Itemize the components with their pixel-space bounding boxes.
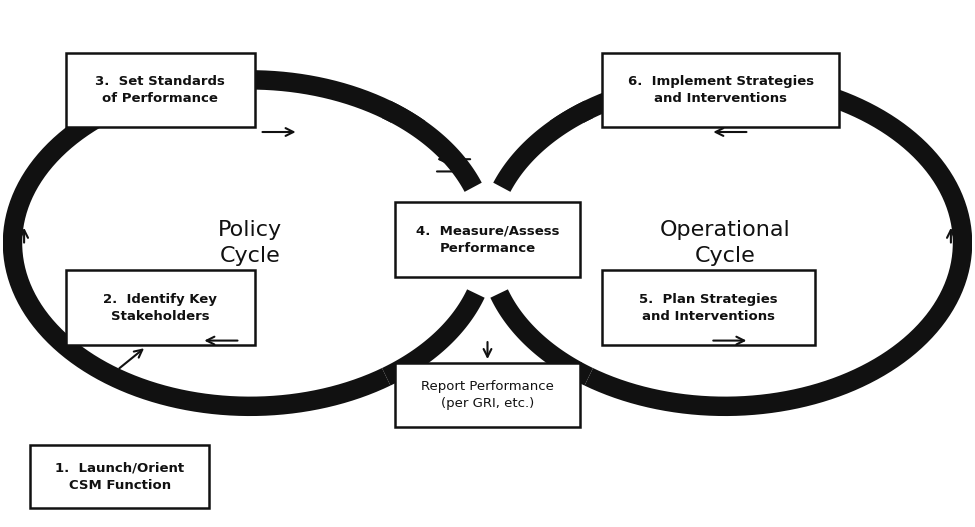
FancyBboxPatch shape — [65, 270, 254, 345]
FancyBboxPatch shape — [396, 202, 579, 277]
Text: 6.  Implement Strategies
and Interventions: 6. Implement Strategies and Intervention… — [628, 75, 814, 105]
Text: Operational
Cycle: Operational Cycle — [660, 220, 791, 266]
FancyBboxPatch shape — [30, 445, 210, 509]
Text: 5.  Plan Strategies
and Interventions: 5. Plan Strategies and Interventions — [640, 292, 778, 323]
FancyBboxPatch shape — [602, 53, 839, 128]
Text: Policy
Cycle: Policy Cycle — [218, 220, 282, 266]
Text: 1.  Launch/Orient
CSM Function: 1. Launch/Orient CSM Function — [55, 462, 184, 492]
Text: Report Performance
(per GRI, etc.): Report Performance (per GRI, etc.) — [421, 380, 554, 410]
Text: 3.  Set Standards
of Performance: 3. Set Standards of Performance — [96, 75, 225, 105]
Text: 2.  Identify Key
Stakeholders: 2. Identify Key Stakeholders — [103, 292, 217, 323]
FancyBboxPatch shape — [602, 270, 815, 345]
Text: 4.  Measure/Assess
Performance: 4. Measure/Assess Performance — [415, 225, 560, 255]
FancyBboxPatch shape — [65, 53, 254, 128]
FancyBboxPatch shape — [396, 363, 579, 427]
Bar — [391, 121, 584, 366]
